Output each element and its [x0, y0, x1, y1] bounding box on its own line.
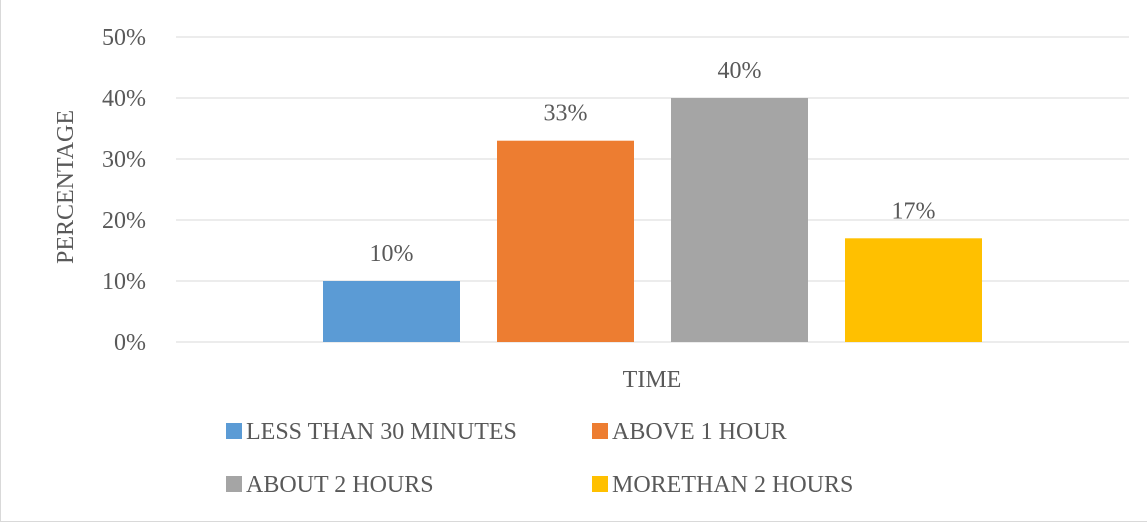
y-tick-label: 40% — [102, 86, 146, 112]
data-label: 17% — [892, 198, 936, 224]
legend-swatch — [592, 476, 608, 492]
x-axis-label: TIME — [623, 367, 682, 393]
y-tick-label: 10% — [102, 269, 146, 295]
legend-swatch — [592, 423, 608, 439]
y-tick-label: 50% — [102, 25, 146, 51]
y-tick-label: 30% — [102, 147, 146, 173]
legend-swatch — [226, 476, 242, 492]
gridlines — [176, 36, 1129, 343]
legend-swatch — [226, 423, 242, 439]
bar — [671, 98, 808, 342]
bars — [323, 98, 982, 342]
bar — [497, 140, 634, 342]
y-tick-label: 0% — [114, 330, 146, 356]
data-labels: 10% 33% 40% 17% — [370, 58, 936, 267]
data-label: 10% — [370, 241, 414, 267]
y-axis-ticks: 0% 10% 20% 30% 40% 50% — [102, 25, 146, 356]
bar — [845, 238, 982, 342]
bar — [323, 281, 460, 342]
legend-label: MORETHAN 2 HOURS — [612, 472, 853, 498]
legend-label: ABOUT 2 HOURS — [246, 472, 434, 498]
y-tick-label: 20% — [102, 208, 146, 234]
legend-label: ABOVE 1 HOUR — [612, 419, 787, 445]
legend-label: LESS THAN 30 MINUTES — [246, 419, 517, 445]
y-axis-label: PERCENTAGE — [53, 110, 79, 264]
data-label: 40% — [718, 58, 762, 84]
legend: LESS THAN 30 MINUTES ABOVE 1 HOUR ABOUT 2 … — [226, 419, 853, 498]
data-label: 33% — [544, 101, 588, 127]
